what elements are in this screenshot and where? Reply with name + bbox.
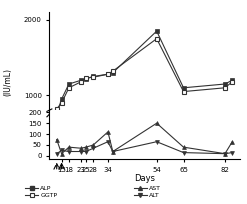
Legend: AST, ALT: AST, ALT	[132, 183, 164, 201]
Legend: ALP, GGTP: ALP, GGTP	[23, 183, 60, 201]
Text: (IU/mL): (IU/mL)	[3, 68, 12, 96]
X-axis label: Days: Days	[134, 174, 155, 183]
